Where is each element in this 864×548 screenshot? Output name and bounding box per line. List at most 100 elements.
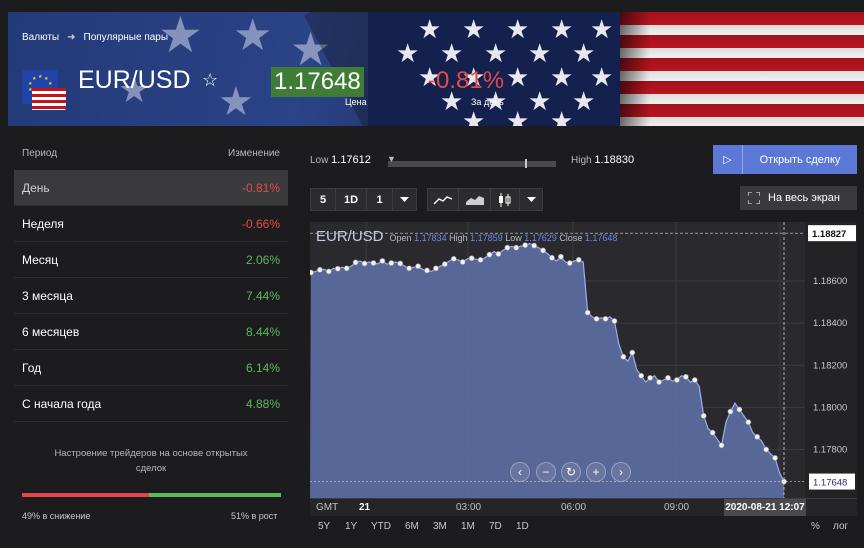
price-point	[317, 266, 323, 273]
price-point	[495, 251, 502, 257]
price-point	[415, 263, 421, 270]
interval-button-5[interactable]: 5	[311, 189, 336, 210]
percent-scale-toggle[interactable]: %	[811, 521, 820, 532]
change-value: 7.44%	[245, 288, 280, 303]
change-value: 8.44%	[245, 324, 280, 339]
breadcrumb-link-currencies[interactable]: Валюты	[22, 32, 60, 43]
line-chart-icon[interactable]	[428, 189, 460, 210]
price-point	[638, 372, 645, 379]
chevron-down-icon[interactable]	[520, 189, 542, 210]
price-point	[433, 265, 439, 272]
price-point	[611, 318, 618, 324]
range-button-ytd[interactable]: YTD	[371, 521, 391, 532]
period-label: 6 месяцев	[22, 324, 80, 339]
scroll-left-icon[interactable]: ‹	[510, 462, 530, 482]
candlestick-chart-icon[interactable]	[491, 189, 521, 210]
range-button-7d[interactable]: 7D	[489, 521, 502, 532]
period-label: День	[22, 180, 50, 195]
price-point	[584, 309, 591, 316]
price-point	[361, 260, 368, 267]
range-button-1y[interactable]: 1Y	[345, 521, 358, 532]
decorative-star-icon: ★	[118, 69, 151, 110]
current-price-badge	[809, 473, 855, 490]
performance-row[interactable]: Месяц 2.06%	[14, 242, 288, 278]
open-trade-button[interactable]: ▷ Открыть сделку	[713, 145, 857, 174]
svg-text:★: ★	[38, 74, 43, 80]
legend-ohlc: Open 1.17834 High 1.17859 Low 1.17629 Cl…	[390, 233, 618, 243]
range-marker-icon: ▼	[387, 154, 396, 164]
header-period: Период	[22, 148, 58, 159]
cursor-price-badge	[808, 225, 856, 242]
price-point	[325, 268, 332, 275]
y-tick-label: 1.18200	[813, 360, 847, 371]
day-change: -0.81%	[428, 67, 505, 94]
performance-row[interactable]: 6 месяцев 8.44%	[14, 314, 288, 350]
y-tick-label: 1.18400	[813, 318, 847, 329]
chevron-down-icon[interactable]	[393, 189, 416, 210]
price-point	[531, 242, 538, 249]
performance-row[interactable]: 3 месяца 7.44%	[14, 278, 288, 314]
price-point	[718, 442, 725, 449]
price-point	[629, 349, 636, 356]
legend-close-label: Close	[559, 233, 583, 243]
range-button-5y[interactable]: 5Y	[318, 521, 331, 532]
header-change: Изменение	[228, 148, 280, 159]
price-point	[540, 247, 546, 254]
timezone-label: GMT	[316, 502, 339, 513]
svg-text:★: ★	[44, 76, 49, 82]
price-chart[interactable]: 1.18600 1.18400 1.18200 1.18000 1.17800 1.176…	[308, 222, 857, 498]
fullscreen-label: На весь экран	[768, 192, 840, 204]
price-point	[647, 375, 654, 381]
change-value: -0.81%	[241, 180, 280, 195]
scroll-right-icon[interactable]: ›	[611, 462, 631, 482]
favorite-star-icon[interactable]: ☆	[202, 70, 219, 90]
open-trade-label: Открыть сделку	[759, 153, 841, 166]
reset-zoom-icon[interactable]: ↻	[561, 462, 581, 482]
period-label: С начала года	[22, 396, 102, 411]
price-point	[334, 265, 341, 272]
legend-open-label: Open	[389, 233, 412, 243]
performance-row[interactable]: День -0.81%	[14, 170, 288, 206]
price-point	[549, 254, 555, 261]
day-range-low: Low 1.17612	[310, 154, 371, 166]
period-label: Неделя	[22, 216, 64, 231]
y-tick-label: 1.18000	[813, 402, 847, 413]
decorative-star-icon: ★	[218, 80, 254, 124]
legend-low-value: 1.17629	[524, 233, 557, 243]
price-point	[441, 261, 448, 268]
svg-text:★: ★	[28, 87, 33, 93]
zoom-in-icon[interactable]: +	[586, 462, 606, 482]
decorative-star-icon: ★	[158, 12, 203, 63]
trader-sentiment-text: Настроение трейдеров на основе открытых …	[54, 448, 248, 474]
us-flag-stripes-graphic	[620, 12, 864, 126]
area-chart-icon[interactable]	[459, 189, 491, 210]
price-point	[674, 377, 680, 383]
range-button-1d[interactable]: 1D	[516, 521, 529, 532]
performance-row[interactable]: Год 6.14%	[14, 350, 288, 386]
fullscreen-button[interactable]: На весь экран	[740, 186, 857, 210]
high-value: 1.18830	[594, 154, 635, 166]
legend-low-label: Low	[505, 233, 522, 243]
log-scale-toggle[interactable]: лог	[833, 521, 849, 532]
breadcrumb: Валюты ➜ Популярные пары	[22, 32, 168, 43]
interval-button-1d[interactable]: 1D	[336, 189, 367, 210]
interval-button-1[interactable]: 1	[367, 189, 393, 210]
svg-text:★: ★	[28, 81, 33, 87]
breadcrumb-link-popular-pairs[interactable]: Популярные пары	[83, 32, 169, 43]
y-tick-label: 1.18600	[813, 276, 847, 287]
low-label: Low	[310, 155, 329, 166]
chart-legend: EUR/USD Open 1.17834 High 1.17859 Low 1.…	[316, 228, 617, 245]
price-point	[459, 259, 466, 265]
range-button-3m[interactable]: 3M	[433, 521, 447, 532]
y-axis-background	[805, 222, 857, 498]
range-button-6m[interactable]: 6M	[405, 521, 419, 532]
performance-row[interactable]: Неделя -0.66%	[14, 206, 288, 242]
price-point	[397, 260, 404, 267]
price-area	[310, 243, 784, 498]
price-chart-svg: 1.18600 1.18400 1.18200 1.18000 1.17800 1.176…	[308, 222, 857, 498]
range-button-1m[interactable]: 1M	[461, 521, 475, 532]
zoom-out-icon[interactable]: −	[536, 462, 556, 482]
performance-row[interactable]: С начала года 4.88%	[14, 386, 288, 422]
decorative-star-icon: ★	[233, 12, 273, 60]
change-value: 4.88%	[245, 396, 280, 411]
